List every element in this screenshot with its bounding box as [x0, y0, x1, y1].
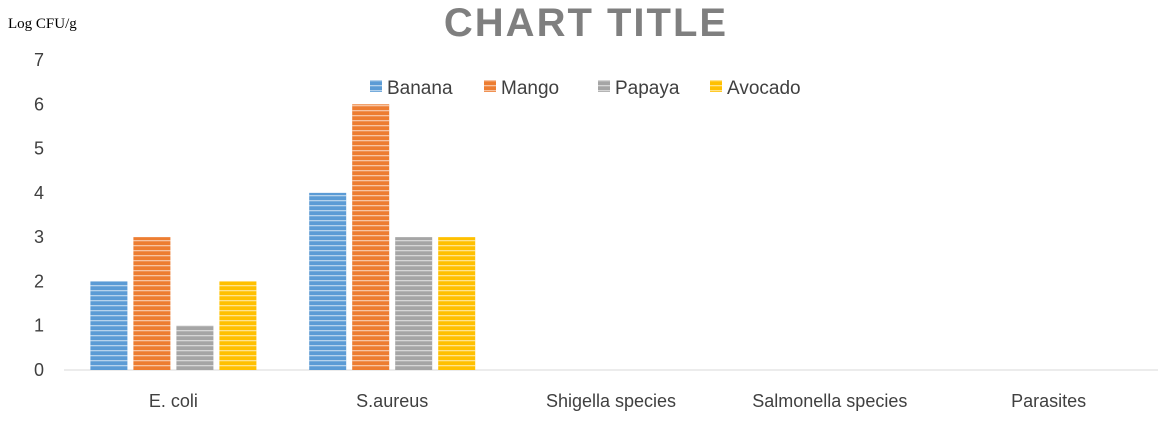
x-tick-label: Shigella species	[546, 391, 676, 411]
y-axis-label: Log CFU/g	[8, 16, 77, 32]
x-axis-ticks: E. coli S.aureus Shigella species Salmonell…	[149, 391, 1086, 411]
legend-item: Papaya	[598, 78, 680, 99]
legend-label: Banana	[387, 78, 453, 99]
y-tick-label: 7	[34, 50, 44, 70]
y-tick-label: 6	[34, 94, 44, 114]
legend-item: Banana	[370, 78, 453, 99]
bar-series-group	[90, 104, 476, 371]
legend-label: Avocado	[727, 78, 801, 99]
legend-label: Mango	[501, 78, 559, 99]
bar	[133, 237, 171, 370]
bar	[352, 104, 390, 371]
y-axis-ticks: 0 1 2 3 4 5 6 7	[34, 50, 44, 380]
bar	[219, 281, 257, 370]
legend-swatch	[710, 80, 722, 92]
y-tick-label: 5	[34, 139, 44, 159]
bar	[176, 325, 214, 370]
x-tick-label: Salmonella species	[752, 391, 907, 411]
legend-swatch	[598, 80, 610, 92]
y-tick-label: 0	[34, 360, 44, 380]
bar	[309, 192, 347, 370]
y-tick-label: 4	[34, 183, 44, 203]
legend-label: Papaya	[615, 78, 680, 99]
legend-swatch	[370, 80, 382, 92]
legend: Banana Mango Papaya Avocado	[370, 78, 801, 99]
legend-item: Mango	[484, 78, 559, 99]
chart-title: CHART TITLE	[444, 1, 728, 45]
bar	[438, 237, 476, 370]
y-tick-label: 1	[34, 316, 44, 336]
y-tick-label: 3	[34, 227, 44, 247]
x-tick-label: Parasites	[1011, 391, 1086, 411]
legend-swatch	[484, 80, 496, 92]
x-tick-label: E. coli	[149, 391, 198, 411]
legend-item: Avocado	[710, 78, 801, 99]
x-tick-label: S.aureus	[356, 391, 428, 411]
bar	[90, 281, 128, 370]
bar	[395, 237, 433, 370]
y-tick-label: 2	[34, 271, 44, 291]
